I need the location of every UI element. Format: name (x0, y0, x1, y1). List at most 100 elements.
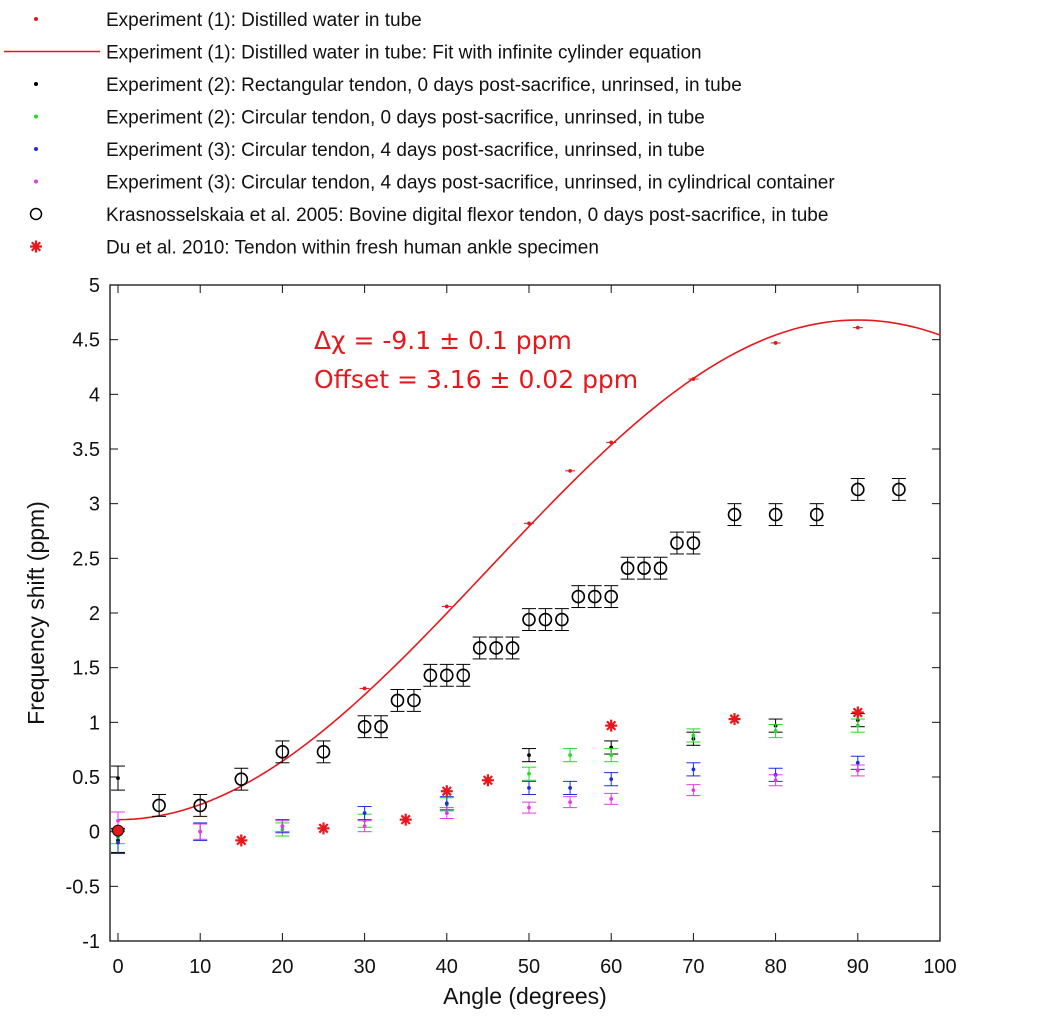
y-tick-label: 2 (89, 603, 100, 625)
data-point (691, 733, 696, 738)
legend-item: Experiment (2): Rectangular tendon, 0 da… (34, 75, 742, 96)
data-point (568, 786, 572, 790)
data-point (620, 561, 635, 575)
data-point (390, 693, 405, 708)
legend-item: Du et al. 2010: Tendon within fresh huma… (30, 238, 599, 259)
legend: Experiment (1): Distilled water in tube E… (4, 10, 835, 259)
data-point (609, 440, 614, 445)
data-point (472, 641, 487, 655)
data-point (609, 796, 614, 801)
data-point (850, 482, 865, 497)
data-point (609, 777, 614, 782)
legend-label: Experiment (2): Circular tendon, 0 days … (106, 108, 705, 129)
data-point (609, 753, 614, 758)
data-point (527, 521, 531, 526)
data-point (444, 811, 449, 815)
data-point (444, 604, 449, 609)
data-point (362, 811, 367, 815)
legend-marker-dot (34, 179, 38, 184)
x-tick-label: 80 (764, 956, 786, 978)
legend-marker-dot (34, 82, 38, 86)
x-tick-label: 70 (682, 956, 704, 978)
data-point (362, 824, 367, 829)
axis-ticks: 0 10 20 30 40 50 60 70 80 90 100 -1 -0.5 0 0.5 1 1.5 2 2.5… (66, 275, 957, 978)
y-tick-label: -0.5 (66, 876, 100, 898)
legend-marker-dot (34, 147, 38, 151)
data-point (317, 822, 330, 835)
data-point (275, 745, 290, 759)
fit-curve-group (117, 319, 941, 821)
data-point (691, 767, 696, 772)
series-kras (152, 478, 906, 817)
data-point (851, 706, 864, 719)
legend-label: Krasnosselskaia et al. 2005: Bovine digi… (106, 205, 828, 226)
data-point (234, 772, 249, 786)
y-tick-label: 0.5 (72, 767, 100, 789)
data-point (571, 589, 586, 604)
data-point (522, 612, 536, 627)
data-point (568, 753, 572, 758)
data-point (555, 612, 569, 627)
data-point (527, 786, 531, 790)
data-point (773, 729, 778, 733)
data-point (116, 840, 120, 845)
legend-label: Du et al. 2010: Tendon within fresh huma… (106, 238, 599, 259)
x-tick-label: 60 (600, 956, 622, 978)
data-point (568, 468, 572, 473)
plot-frame (109, 284, 941, 942)
data-point (604, 589, 619, 604)
data-point (892, 482, 906, 497)
legend-label: Experiment (1): Distilled water in tube:… (106, 43, 702, 64)
data-point (691, 377, 696, 381)
y-axis-title: Frequency shift (ppm) (23, 501, 49, 725)
data-point (527, 753, 531, 758)
x-tick-label: 0 (112, 956, 123, 978)
legend-marker-star (30, 240, 42, 253)
data-point (605, 719, 618, 732)
y-tick-label: 5 (89, 275, 100, 297)
data-point (440, 785, 453, 798)
data-point (456, 668, 471, 683)
data-point (399, 813, 412, 826)
annotation-delta-chi: Δχ = -9.1 ± 0.1 ppm (314, 326, 572, 355)
y-tick-label: 1.5 (72, 658, 100, 680)
data-point (728, 713, 741, 726)
data-point (527, 771, 531, 776)
data-point (527, 805, 531, 810)
legend-label: Experiment (3): Circular tendon, 4 days … (106, 173, 835, 194)
data-point (768, 507, 783, 522)
legend-item: Experiment (3): Circular tendon, 4 days … (34, 140, 705, 161)
legend-marker-dot (34, 114, 38, 119)
data-point (855, 723, 860, 728)
legend-item: Experiment (1): Distilled water in tube (34, 10, 422, 31)
data-point (670, 536, 684, 550)
data-point (809, 507, 824, 522)
data-point (691, 788, 696, 793)
data-points (111, 325, 906, 855)
legend-label: Experiment (1): Distilled water in tube (106, 10, 422, 31)
data-point (637, 561, 651, 575)
data-point (773, 341, 778, 345)
x-tick-label: 40 (436, 956, 458, 978)
data-point (357, 719, 372, 734)
data-point (686, 536, 701, 550)
data-point (587, 589, 602, 604)
data-point (489, 641, 503, 655)
data-point (423, 668, 438, 683)
data-point (505, 641, 520, 655)
data-point (198, 829, 203, 834)
y-tick-label: 0 (89, 822, 100, 844)
y-tick-label: 3.5 (72, 439, 100, 461)
plot-area: 0 10 20 30 40 50 60 70 80 90 100 -1 -0.5 0 0.5 1 1.5 2 2.5… (66, 275, 957, 978)
data-point (362, 686, 367, 691)
data-point (444, 801, 449, 806)
data-point (855, 760, 860, 765)
legend-label: Experiment (2): Rectangular tendon, 0 da… (106, 75, 742, 96)
x-tick-label: 20 (271, 956, 293, 978)
x-axis-title: Angle (degrees) (443, 983, 607, 1009)
legend-label: Experiment (3): Circular tendon, 4 days … (106, 140, 705, 161)
x-tick-label: 50 (518, 956, 540, 978)
legend-item: Krasnosselskaia et al. 2005: Bovine digi… (29, 205, 828, 226)
legend-item: Experiment (1): Distilled water in tube:… (4, 43, 702, 64)
